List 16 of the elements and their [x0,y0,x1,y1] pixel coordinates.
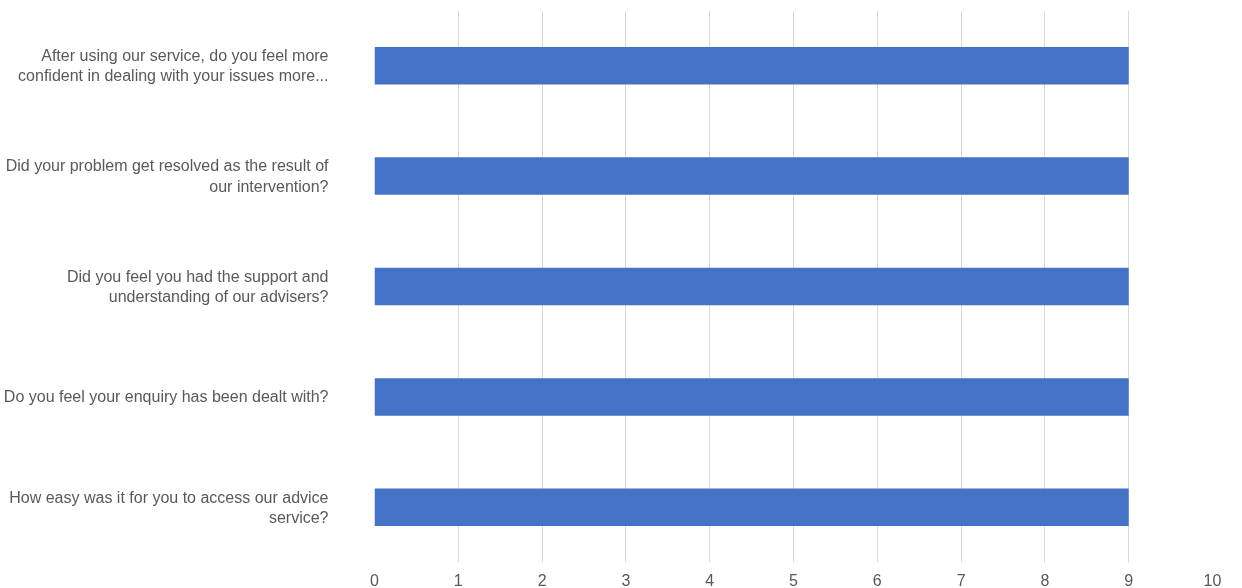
x-tick-label: 9 [1124,571,1134,588]
x-tick-label: 1 [453,571,463,588]
y-tick-label: How easy was it for you to access our advice service? [9,488,329,526]
x-tick-label: 5 [789,571,799,588]
x-tick-label: 10 [1203,571,1222,588]
y-tick-label: Do you feel your enquiry has been dealt with? [3,388,329,406]
x-tick-label: 3 [621,571,631,588]
x-tick-label: 8 [1040,571,1050,588]
y-tick-label: Did you feel you had the support and understanding of our advisers? [66,267,329,306]
x-tick-label: 0 [370,571,380,588]
x-tick-label: 4 [705,571,715,588]
x-tick-label: 2 [537,571,547,588]
x-tick-label: 6 [872,571,882,588]
y-tick-label: After using our service, do you feel more confident in dealing with your issues more... [18,47,329,85]
y-tick-label: Did your problem get resolved as the result of our intervention? [5,157,330,195]
x-tick-label: 7 [956,571,966,588]
